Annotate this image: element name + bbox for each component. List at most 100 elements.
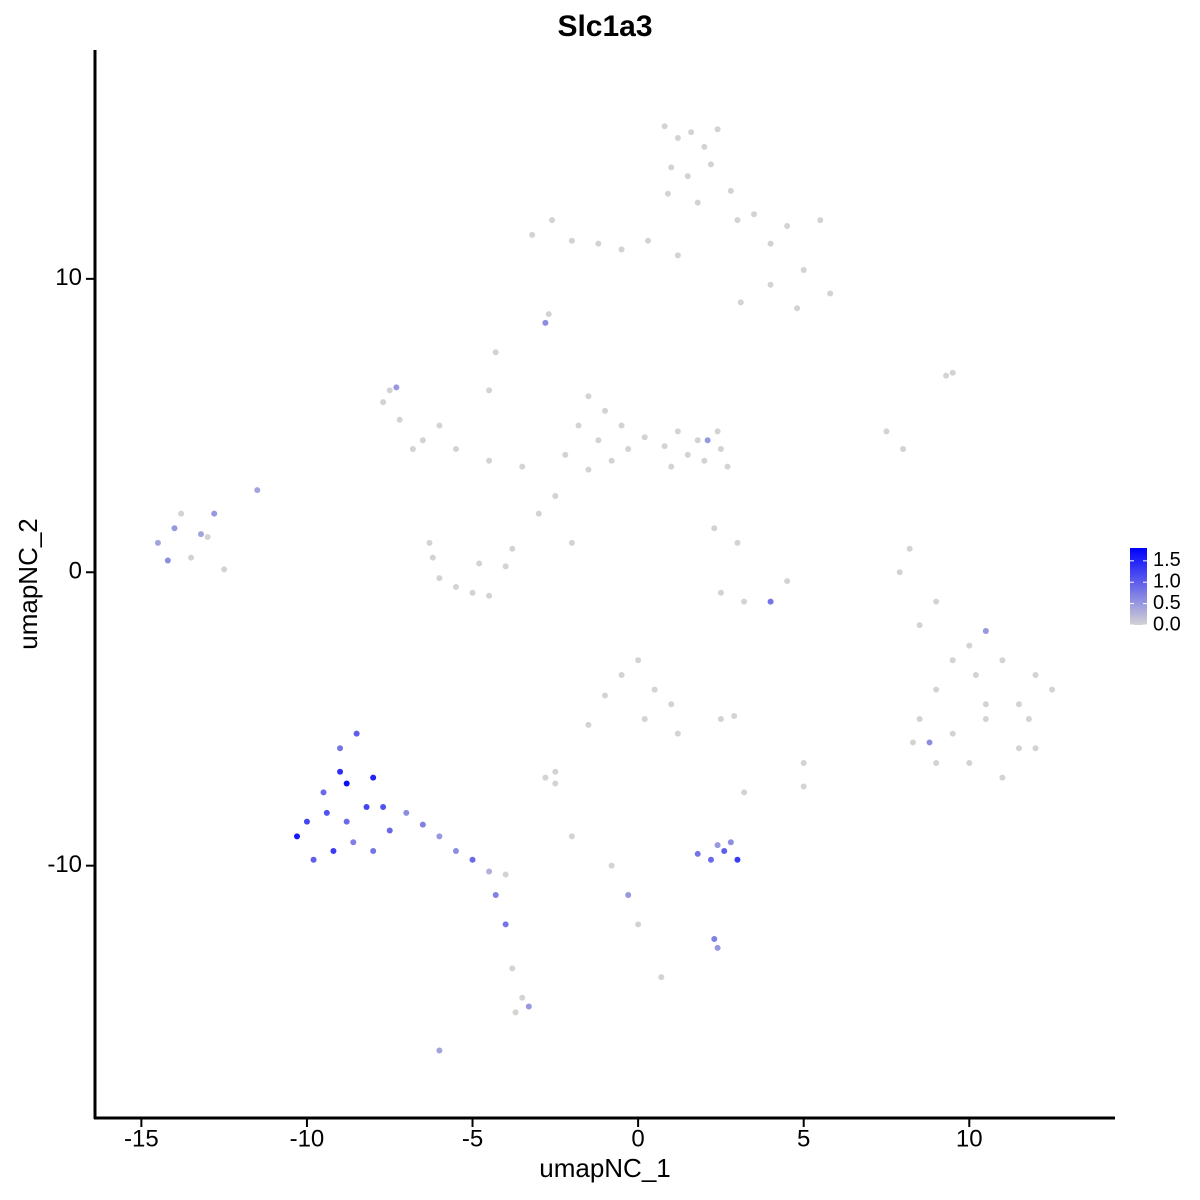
point [641,715,648,722]
y-axis-label: umapNC_2 [13,518,43,650]
point [502,563,509,570]
point [178,510,185,517]
point [1049,686,1056,693]
point [403,809,410,816]
point [727,839,734,846]
point [575,422,582,429]
point [486,457,493,464]
point [741,789,748,796]
chart-title: Slc1a3 [557,10,652,43]
point [188,554,195,561]
point [585,466,592,473]
point [707,856,714,863]
point [668,463,675,470]
point [1032,671,1039,678]
point [486,592,493,599]
point [916,622,923,629]
point [906,545,913,552]
point [254,487,261,494]
y-tick-label: 10 [55,264,82,291]
point [751,211,758,218]
point [800,783,807,790]
point [711,936,718,943]
point [664,190,671,197]
point [694,437,701,444]
point [658,974,665,981]
colorbar-label: 0.0 [1153,613,1181,635]
point [767,281,774,288]
point [512,1009,519,1016]
point [452,446,459,453]
point [535,510,542,517]
point [486,387,493,394]
point [1025,715,1032,722]
point [767,240,774,247]
colorbar [1130,548,1147,625]
point [741,598,748,605]
point [661,443,668,450]
point [1032,745,1039,752]
point [492,349,499,356]
point [943,372,950,379]
point [694,850,701,857]
point [625,446,632,453]
point [585,393,592,400]
point [949,657,956,664]
point [1015,701,1022,708]
point [370,848,377,854]
point [452,583,459,590]
point [337,745,344,752]
point [668,164,675,171]
point [568,833,575,840]
point [817,217,824,224]
point [794,305,801,312]
point [568,539,575,546]
point [618,246,625,253]
point [717,589,724,596]
point [486,868,493,875]
point [562,451,569,458]
point [674,135,681,142]
point [701,457,708,464]
point [595,437,602,444]
point [330,848,337,854]
point [509,965,516,972]
point [784,223,791,230]
point [625,892,632,899]
point [635,657,642,664]
point [684,451,691,458]
point [419,437,426,444]
point [211,510,218,517]
point [310,856,317,863]
point [714,842,721,849]
point [363,803,370,810]
point [386,387,393,394]
point [916,715,923,722]
point [999,774,1006,781]
point [688,129,695,136]
point [999,657,1006,664]
point [711,525,718,532]
point [694,199,701,206]
point [552,492,559,499]
point [568,237,575,244]
point [909,739,916,746]
point [982,715,989,722]
point [492,892,499,899]
point [645,237,652,244]
point [343,818,350,825]
point [734,217,741,224]
point [641,434,648,441]
point [436,575,443,582]
point [154,539,161,546]
colorbar-label: 1.5 [1153,549,1181,571]
point [409,446,416,453]
point [933,598,940,605]
colorbar-label: 1.0 [1153,571,1181,593]
point [337,768,344,775]
point [197,531,204,538]
point [519,994,526,1001]
point [386,827,393,834]
point [509,545,516,552]
point [221,566,228,573]
